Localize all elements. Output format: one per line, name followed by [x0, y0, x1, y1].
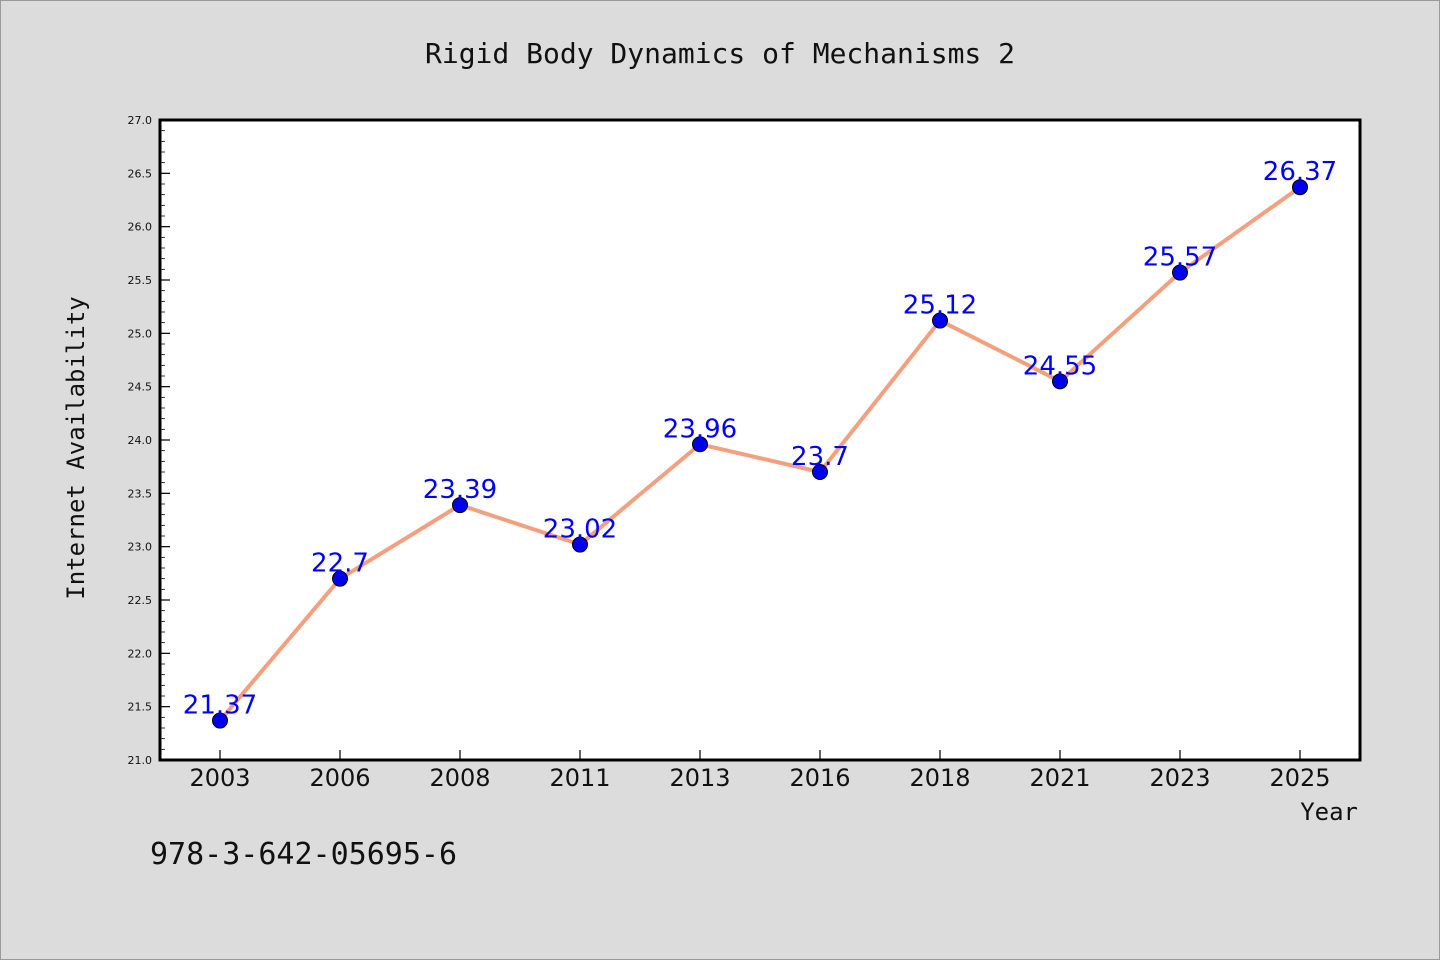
y-tick-label: 23.0	[128, 541, 153, 554]
x-tick-label: 2021	[1029, 764, 1090, 792]
series-line	[218, 185, 1302, 722]
x-tick-label: 2013	[669, 764, 730, 792]
data-point	[692, 436, 708, 453]
data-point	[212, 712, 228, 729]
x-axis-label: Year	[1300, 798, 1358, 826]
data-label: 23.02	[543, 515, 617, 545]
x-tick-label: 2006	[309, 764, 370, 792]
x-tick-label: 2016	[789, 764, 850, 792]
y-tick-label: 26.5	[128, 167, 153, 180]
y-tick-label: 23.5	[128, 487, 153, 500]
x-tick-label: 2023	[1149, 764, 1210, 792]
data-markers	[212, 179, 1308, 729]
data-point	[332, 570, 348, 587]
chart-title: Rigid Body Dynamics of Mechanisms 2	[425, 37, 1015, 70]
x-tick-label: 2018	[909, 764, 970, 792]
y-tick-label: 21.5	[128, 701, 153, 714]
data-label: 23.39	[423, 475, 497, 505]
y-tick-label: 24.0	[128, 434, 153, 447]
x-axis: 2003 2006 2008 2011 2013 2016 2018 2021 2023 2025	[189, 750, 1331, 792]
data-label: 23.7	[791, 442, 849, 472]
y-tick-label: 21.0	[128, 754, 153, 767]
data-point	[452, 497, 468, 514]
y-tick-label: 27.0	[128, 114, 153, 127]
y-tick-label: 22.5	[128, 594, 153, 607]
x-tick-label: 2025	[1269, 764, 1330, 792]
data-point	[572, 536, 588, 553]
data-point	[1052, 373, 1068, 390]
isbn-text: 978-3-642-05695-6	[150, 837, 457, 872]
data-label: 22.7	[311, 549, 369, 579]
data-label: 24.55	[1023, 351, 1097, 381]
y-tick-label: 24.5	[128, 381, 153, 394]
y-tick-label: 25.0	[128, 327, 153, 340]
data-label: 26.37	[1263, 157, 1337, 187]
y-axis: 21.0 21.5 22.0 22.5 23.0 23.5 24.0 24.5 25.0 25.5…	[128, 114, 170, 767]
data-label: 21.37	[183, 691, 257, 721]
x-tick-label: 2011	[549, 764, 610, 792]
data-label: 25.57	[1143, 243, 1217, 273]
y-tick-label: 22.0	[128, 647, 153, 660]
y-axis-label: Internet Availability	[62, 296, 90, 599]
plot-area	[158, 118, 1362, 762]
data-label: 23.96	[663, 414, 737, 444]
data-point	[812, 464, 828, 480]
data-label: 25.12	[903, 291, 977, 321]
data-point	[1292, 179, 1308, 196]
data-point	[1172, 264, 1188, 281]
y-tick-label: 26.0	[128, 221, 153, 234]
y-tick-label: 25.5	[128, 274, 153, 287]
x-tick-label: 2008	[429, 764, 490, 792]
data-point	[932, 312, 948, 329]
x-tick-label: 2003	[189, 764, 250, 792]
data-labels: 21.37 22.7 23.39 23.02 23.96 23.7 25.12 24.55 25…	[183, 157, 1337, 720]
